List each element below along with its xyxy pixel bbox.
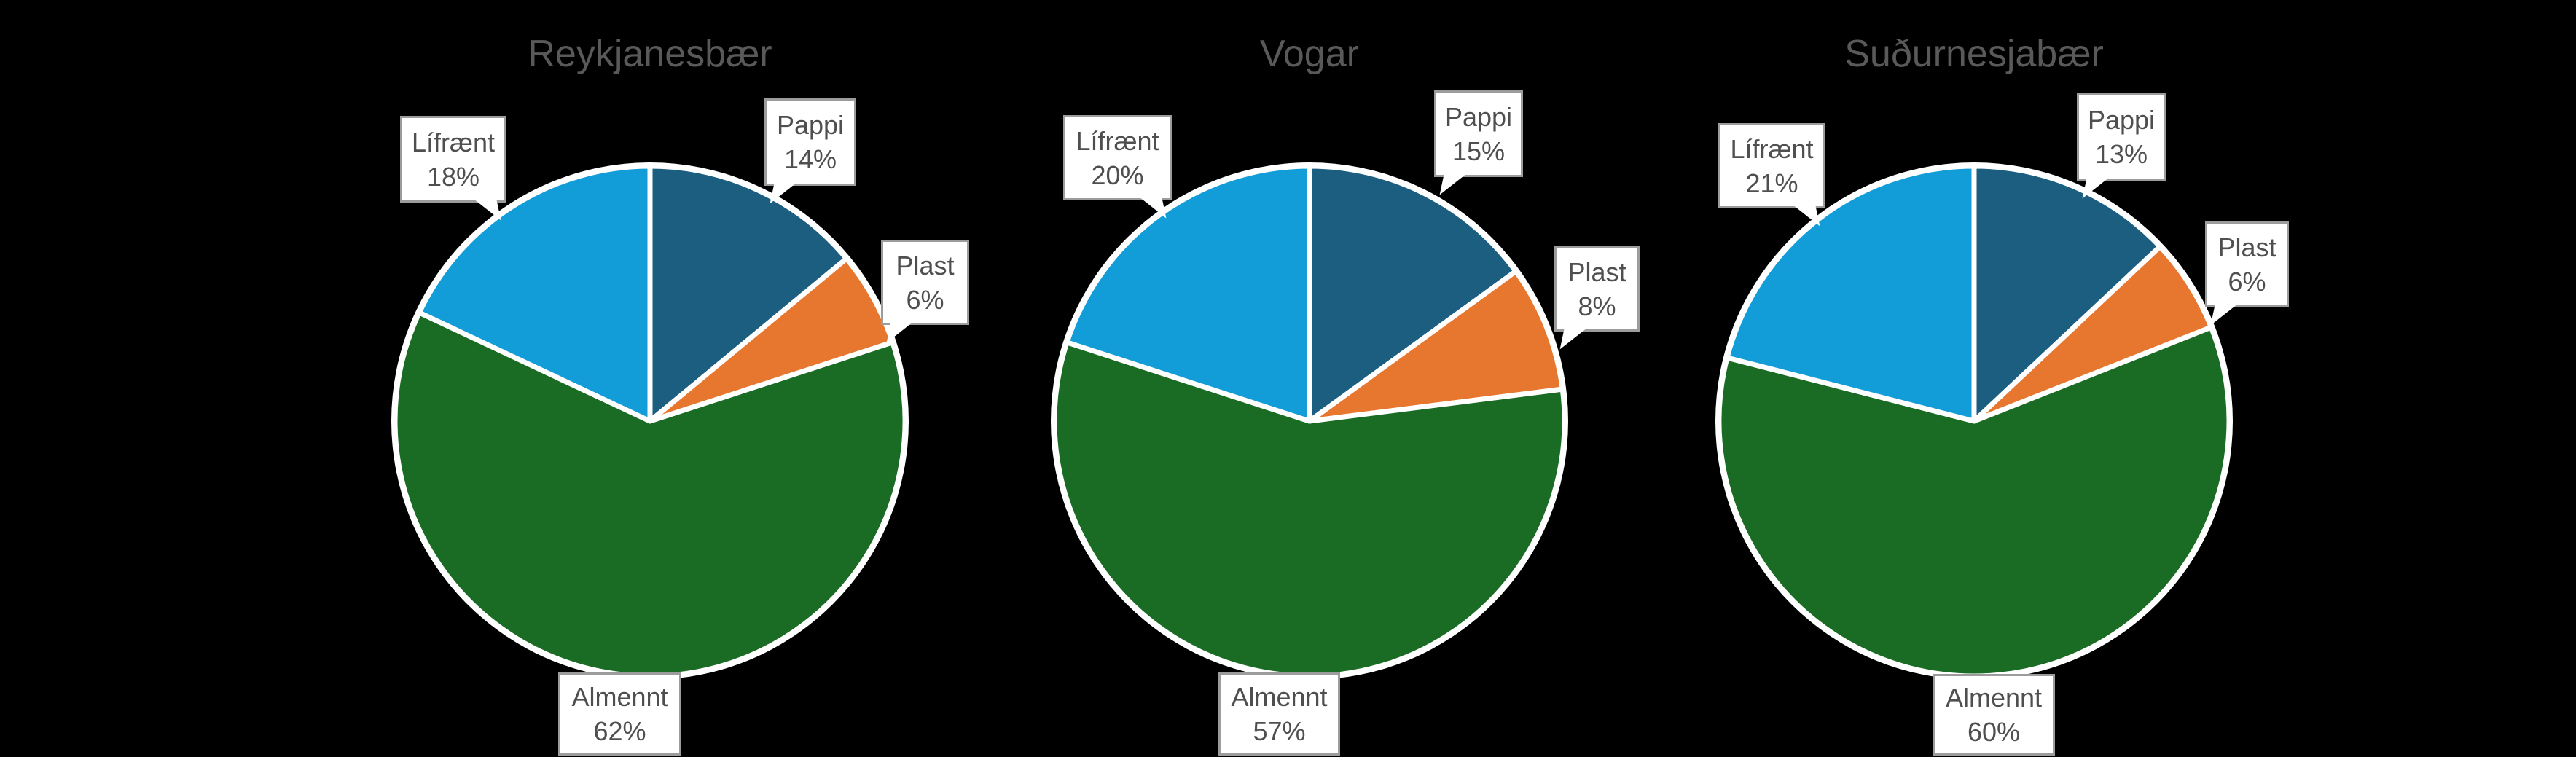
pie-sudurnesjabaer (1715, 162, 2233, 680)
callout-pointer (1793, 200, 1820, 231)
data-label-lifraent: Lífrænt 21% (1718, 123, 1825, 231)
pie-slice-plast (1307, 268, 1565, 424)
data-label-pappi: Pappi 13% (2077, 93, 2166, 203)
data-label-category: Lífrænt (1076, 125, 1159, 156)
pie-slice-pappi (647, 163, 850, 424)
data-label-category: Plast (896, 250, 955, 281)
callout-pointer (474, 195, 501, 225)
data-label-category: Plast (2217, 232, 2276, 262)
data-label-category: Lífrænt (411, 127, 496, 157)
data-label-percent: 13% (2094, 139, 2148, 169)
data-label-category: Almennt (571, 682, 668, 712)
pie-slice-pappi (1971, 163, 2163, 424)
chart-title-sudurnesjabaer: Suðurnesjabær (1844, 33, 2104, 75)
data-label-category: Plast (1567, 256, 1626, 287)
pie-slice-pappi (1307, 163, 1519, 424)
pie-vogar (1051, 162, 1568, 680)
data-label-category: Pappi (1444, 101, 1513, 132)
chart-title-reykjanesbaer: Reykjanesbær (528, 33, 772, 75)
pie-slice-lifraent (1724, 163, 1977, 424)
data-label-category: Almennt (1231, 682, 1328, 712)
chart-title-vogar: Vogar (1260, 33, 1359, 75)
data-label-percent: 14% (783, 144, 837, 174)
data-label-almennt: Almennt 60% (1933, 674, 2055, 756)
data-label-lifraent: Lífrænt 18% (400, 116, 506, 225)
data-label-lifraent: Lífrænt 20% (1063, 115, 1172, 223)
pie-slice-lifraent (416, 163, 653, 424)
data-label-pappi: Pappi 14% (764, 98, 856, 208)
data-label-category: Lífrænt (1730, 133, 1814, 164)
data-label-percent: 18% (426, 161, 480, 192)
data-label-percent: 62% (593, 716, 646, 746)
data-label-category: Pappi (776, 110, 845, 140)
data-label-plast: Plast 6% (2205, 221, 2289, 330)
data-label-category: Almennt (1945, 683, 2043, 713)
data-label-percent: 57% (1253, 716, 1306, 746)
pie-reykjanesbaer (391, 162, 909, 680)
pie-slice-lifraent (1064, 163, 1312, 424)
data-label-percent: 8% (1578, 291, 1616, 321)
data-label-plast: Plast 8% (1554, 246, 1640, 354)
data-label-plast: Plast 6% (881, 240, 969, 348)
callout-pointer (1139, 192, 1167, 223)
data-label-almennt: Almennt 57% (1218, 672, 1340, 756)
data-label-percent: 60% (1967, 717, 2021, 747)
data-label-percent: 6% (2228, 267, 2266, 297)
data-label-almennt: Almennt 62% (558, 672, 681, 756)
data-label-pappi: Pappi 15% (1434, 90, 1523, 200)
data-label-percent: 20% (1091, 160, 1144, 190)
data-label-percent: 6% (906, 284, 944, 315)
data-label-percent: 15% (1452, 136, 1506, 166)
data-label-category: Pappi (2087, 105, 2156, 135)
data-label-percent: 21% (1745, 168, 1798, 198)
